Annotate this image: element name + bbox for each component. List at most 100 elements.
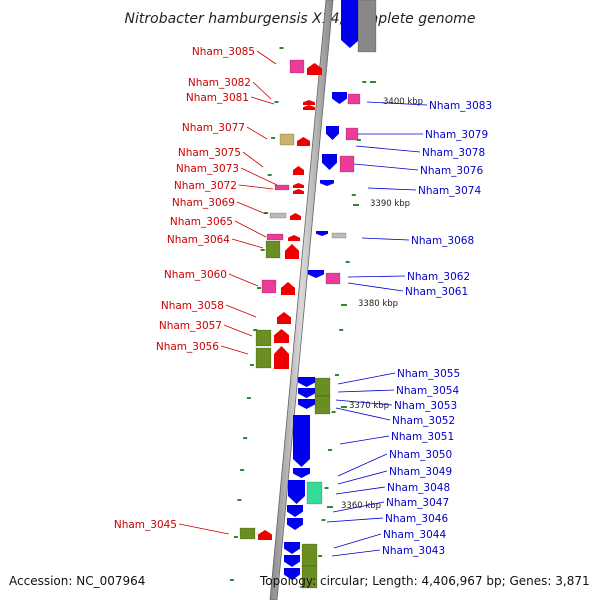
tick-mark: [328, 449, 332, 451]
tick-mark: [341, 304, 347, 306]
tick-mark: [331, 411, 336, 413]
tick-mark: [356, 139, 361, 141]
gene-label-connector: [355, 145, 421, 153]
kbp-label: 3360 kbp: [341, 501, 381, 511]
gene-label-connector: [361, 237, 410, 241]
gene-arrow-forward: [307, 63, 322, 75]
tick-mark: [324, 487, 329, 489]
gene-label-connector: [252, 81, 272, 100]
kbp-label: 3400 kbp: [383, 97, 423, 107]
gene-label: Nham_3053: [394, 400, 457, 412]
gene-label: Nham_3065: [170, 216, 233, 228]
gene-label: Nham_3045: [114, 519, 177, 531]
gene-label-connector: [220, 345, 249, 355]
tick-mark: [353, 204, 359, 206]
gene-box: [306, 481, 323, 505]
gene-labels: Nham_3085 Nham_3082 Nham_3081 Nham_3077 Nham…: [114, 46, 492, 557]
gene-label: Nham_3064: [167, 234, 230, 246]
gene-arrow-reverse: [287, 505, 303, 517]
gene-label-connector: [333, 533, 382, 549]
gene-label-connector: [223, 324, 253, 337]
gene-box: [301, 543, 318, 567]
gene-label-connector: [347, 282, 404, 292]
gene-label-connector: [337, 470, 388, 485]
gene-label-connector: [335, 486, 386, 495]
tick-mark: [327, 506, 333, 508]
gene-box: [255, 347, 272, 369]
tick-mark: [267, 174, 272, 176]
gene-arrow-forward: [258, 530, 272, 540]
tick-mark: [257, 287, 262, 289]
gene-label: Nham_3046: [385, 513, 448, 525]
kbp-label: 3370 kbp: [349, 401, 389, 411]
tick-mark: [321, 519, 326, 521]
tick-mark: [243, 437, 248, 439]
gene-arrow-reverse: [326, 126, 339, 140]
topology-text: Topology: circular; Length: 4,406,967 bp…: [260, 574, 590, 588]
gene-box: [314, 395, 331, 415]
gene-box: [255, 329, 272, 347]
gene-arrow-forward: [274, 346, 289, 369]
gene-arrow-reverse: [284, 568, 300, 580]
gene-label: Nham_3048: [387, 482, 450, 494]
gene-label: Nham_3074: [418, 185, 481, 197]
gene-arrow-reverse: [293, 468, 310, 478]
gene-label: Nham_3079: [425, 129, 488, 141]
gene-arrow-reverse: [308, 270, 324, 278]
tick-mark: [246, 397, 251, 399]
map-title: Nitrobacter hamburgensis X14, complete g…: [125, 11, 476, 27]
gene-label-connector: [246, 126, 268, 140]
tick-mark: [318, 555, 323, 557]
tick-mark: [345, 261, 350, 263]
tick-mark: [341, 406, 347, 408]
gene-label-connector: [347, 275, 406, 278]
gene-label: Nham_3085: [192, 46, 255, 58]
gene-label-connector: [240, 167, 278, 186]
gene-label: Nham_3081: [186, 92, 249, 104]
gene-box: [345, 127, 359, 141]
tick-mark: [274, 101, 279, 103]
gene-arrow-forward: [281, 282, 295, 295]
gene-label: Nham_3083: [429, 100, 492, 112]
gene-label-connector: [337, 389, 395, 393]
gene-arrow-reverse: [298, 399, 315, 409]
gene-label: Nham_3051: [391, 431, 454, 443]
gene-box: [239, 527, 256, 540]
tick-mark: [253, 329, 258, 331]
gene-box: [301, 565, 318, 589]
kbp-label: 3380 kbp: [358, 299, 398, 309]
gene-label-connector: [225, 304, 257, 318]
gene-arrow-forward: [288, 235, 300, 241]
accession-text: Accession: NC_007964: [9, 574, 146, 588]
gene-box: [347, 93, 361, 105]
gene-arrow-reverse: [284, 555, 300, 567]
gene-label: Nham_3060: [164, 269, 227, 281]
gene-label-connector: [238, 184, 274, 190]
gene-label-connector: [332, 501, 385, 513]
gene-arrow-reverse: [322, 154, 337, 170]
gene-label-connector: [366, 101, 428, 106]
gene-label: Nham_3055: [397, 368, 460, 380]
gene-label: Nham_3044: [383, 529, 446, 541]
tick-mark: [233, 536, 238, 538]
gene-label: Nham_3056: [156, 341, 219, 353]
gene-box-gray: [357, 0, 377, 53]
tick-mark: [271, 137, 276, 139]
gene-label: Nham_3050: [389, 449, 452, 461]
gene-arrow-forward: [285, 244, 299, 259]
gene-label: Nham_3062: [407, 271, 470, 283]
gene-box: [325, 272, 341, 285]
backbone-strand: [269, 0, 334, 600]
gene-box: [269, 212, 287, 219]
gene-label: Nham_3072: [174, 180, 237, 192]
gene-box: [279, 133, 295, 146]
gene-arrow-forward: [303, 100, 315, 105]
gene-label-connector: [335, 399, 393, 406]
tick-mark: [339, 329, 344, 331]
gene-arrow-reverse: [287, 518, 303, 530]
gene-box: [339, 155, 355, 173]
gene-box: [265, 240, 281, 259]
gene-box: [331, 232, 347, 239]
tick-mark: [237, 499, 242, 501]
gene-box: [314, 377, 331, 397]
